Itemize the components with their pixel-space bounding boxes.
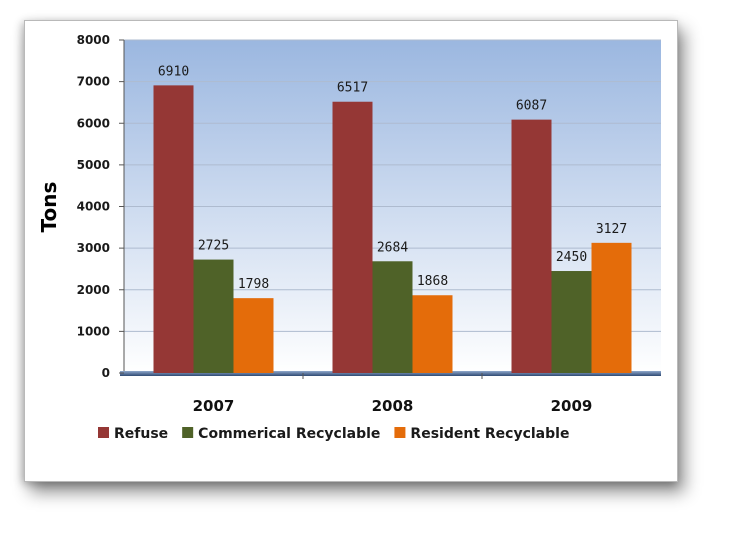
data-label: 2725 (198, 239, 229, 254)
y-tick-label: 8000 (77, 33, 110, 47)
legend-swatch (182, 427, 194, 438)
y-tick-label: 3000 (77, 241, 110, 255)
legend-swatch (394, 427, 406, 438)
category-label: 2009 (551, 397, 593, 415)
data-label: 1868 (417, 274, 448, 289)
category-label: 2007 (193, 397, 235, 415)
y-tick-label: 5000 (77, 158, 110, 172)
data-label: 2684 (377, 240, 408, 255)
legend: Refuse Commerical Recyclable Resident Recy… (98, 426, 569, 442)
data-label: 2450 (556, 250, 587, 265)
legend-label: Refuse (114, 426, 168, 442)
bar-refuse-2007 (153, 85, 194, 373)
data-label: 1798 (238, 277, 269, 292)
y-tick-label: 2000 (77, 283, 110, 297)
bar-commerical-recyclable-2009 (551, 271, 592, 373)
category-label: 2008 (372, 397, 414, 415)
bar-resident-recyclable-2007 (233, 298, 274, 373)
data-labels: 6910 2725 1798 6517 2684 1868 6087 2450 3127 (158, 64, 627, 292)
bar-refuse-2009 (511, 119, 552, 373)
bar-commerical-recyclable-2008 (372, 261, 413, 373)
data-label: 3127 (596, 222, 627, 237)
y-axis-label: Tons (37, 182, 61, 233)
data-label: 6517 (337, 81, 368, 96)
bar-resident-recyclable-2009 (591, 242, 632, 373)
bar-commerical-recyclable-2007 (193, 259, 234, 373)
bar-refuse-2008 (332, 101, 373, 374)
y-tick-label: 4000 (77, 200, 110, 214)
y-tick-label: 7000 (77, 75, 110, 89)
y-tick-label: 6000 (77, 116, 110, 130)
y-tick-labels: 0 1000 2000 3000 4000 5000 6000 7000 8000 (77, 33, 124, 380)
category-labels: 2007 2008 2009 (193, 373, 593, 415)
x-axis-floor (120, 371, 661, 376)
legend-label: Commerical Recyclable (198, 426, 380, 442)
legend-label: Resident Recyclable (410, 426, 569, 442)
bars (153, 85, 632, 374)
legend-swatch (98, 427, 109, 438)
data-label: 6087 (516, 99, 547, 114)
bar-resident-recyclable-2008 (412, 295, 453, 373)
y-tick-label: 1000 (77, 324, 110, 338)
y-tick-label: 0 (102, 366, 110, 380)
data-label: 6910 (158, 64, 189, 79)
